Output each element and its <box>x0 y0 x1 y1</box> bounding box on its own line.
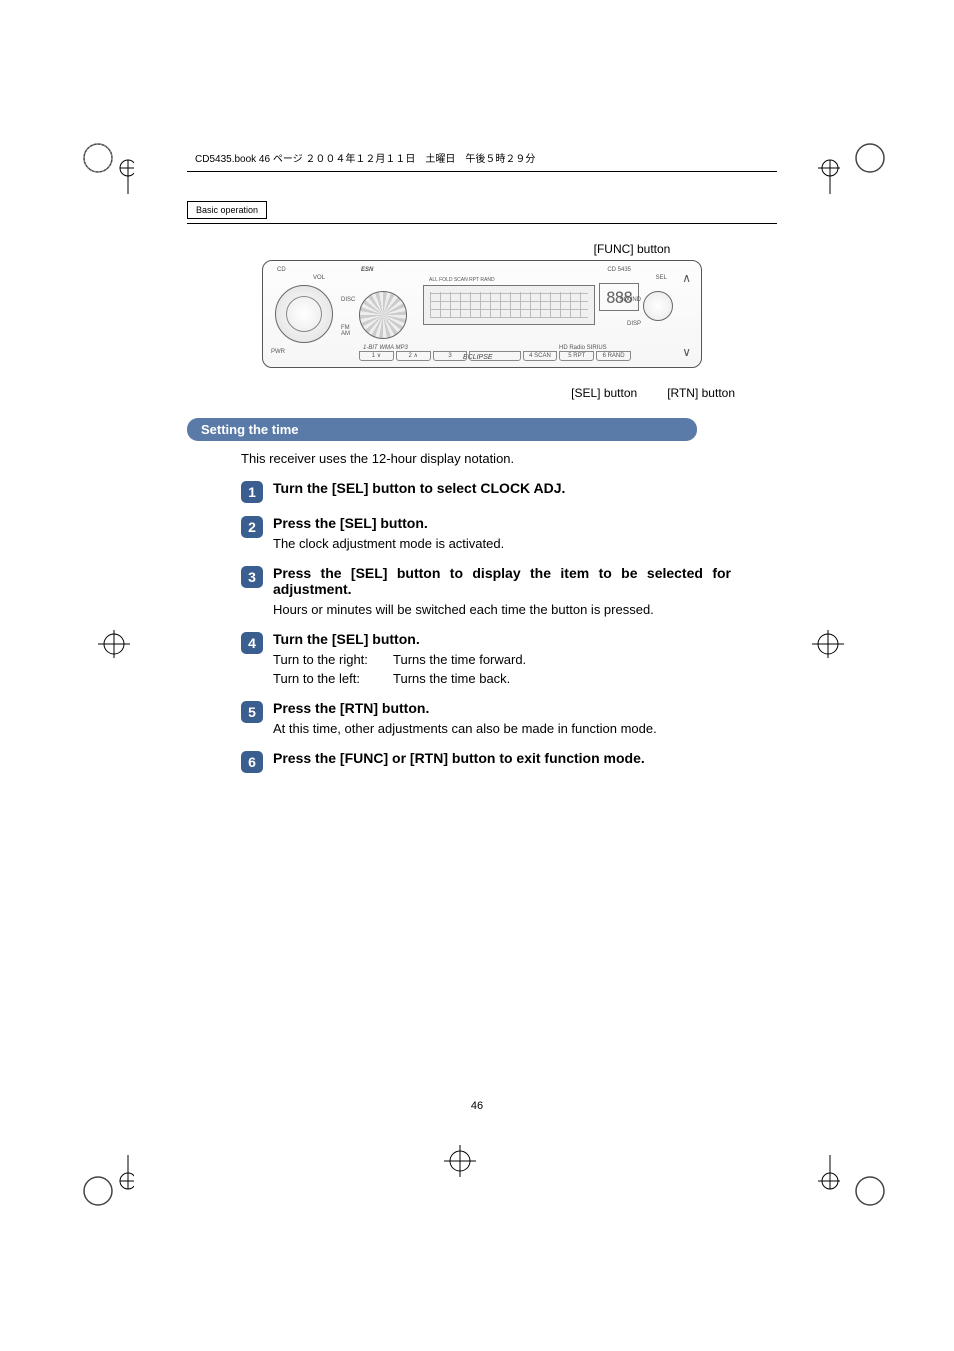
step-title: Press the [RTN] button. <box>273 700 731 716</box>
crop-mark-bc <box>440 1141 480 1181</box>
label-top-strip: ALL FOLD SCAN RPT RAND <box>429 277 495 283</box>
step-title: Press the [FUNC] or [RTN] button to exit… <box>273 750 731 766</box>
steps-list: 1 Turn the [SEL] button to select CLOCK … <box>241 480 731 773</box>
label-vol: VOL <box>313 275 325 281</box>
preset-button: 4 SCAN <box>523 351 558 361</box>
step-number-badge: 2 <box>241 516 263 538</box>
step-item: 2 Press the [SEL] button. The clock adju… <box>241 515 731 553</box>
step-title: Turn the [SEL] button. <box>273 631 731 647</box>
preset-button: 3 <box>433 351 468 361</box>
label-pwr: PWR <box>271 349 285 355</box>
step-number-badge: 5 <box>241 701 263 723</box>
label-cd: CD <box>277 267 286 273</box>
preset-button: 5 RPT <box>559 351 594 361</box>
step-number-badge: 3 <box>241 566 263 588</box>
car-stereo-illustration: CD VOL PWR DISC FM AM ESN CD 5435 ALL FO… <box>262 260 702 368</box>
section-tab: Basic operation <box>187 201 267 219</box>
label-disp: DISP <box>627 321 641 327</box>
label-sel: SEL <box>656 275 667 281</box>
step-number-badge: 6 <box>241 751 263 773</box>
section-heading: Setting the time <box>187 418 697 441</box>
crop-mark-tr <box>818 138 890 194</box>
volume-knob-icon <box>275 285 333 343</box>
step-item: 3 Press the [SEL] button to display the … <box>241 565 731 619</box>
sel-knob-icon <box>643 291 673 321</box>
section-rule <box>187 223 777 224</box>
label-sound: SOUND <box>619 297 641 303</box>
disc-icon <box>359 291 407 339</box>
step-item: 6 Press the [FUNC] or [RTN] button to ex… <box>241 750 731 773</box>
step-title: Turn the [SEL] button to select CLOCK AD… <box>273 480 731 496</box>
step-title: Press the [SEL] button to display the it… <box>273 565 731 597</box>
step-desc: Hours or minutes will be switched each t… <box>273 601 731 619</box>
book-header-line: CD5435.book 46 ページ ２００４年１２月１１日 土曜日 午後５時２… <box>187 150 777 165</box>
crop-mark-mr <box>808 624 864 664</box>
step-item: 5 Press the [RTN] button. At this time, … <box>241 700 731 738</box>
step-item: 1 Turn the [SEL] button to select CLOCK … <box>241 480 731 503</box>
intro-text: This receiver uses the 12-hour display n… <box>241 451 777 466</box>
preset-button: 6 RAND <box>596 351 631 361</box>
header-rule <box>187 171 777 172</box>
page-number: 46 <box>0 1100 954 1112</box>
preset-button <box>469 351 520 361</box>
step-number-badge: 4 <box>241 632 263 654</box>
callout-rtn: [RTN] button <box>667 386 735 400</box>
arrow-down-icon: ∨ <box>682 345 691 359</box>
callout-sel: [SEL] button <box>571 386 637 400</box>
lcd-screen <box>423 285 595 325</box>
crop-mark-ml <box>78 624 134 664</box>
step-desc: The clock adjustment mode is activated. <box>273 535 731 553</box>
label-disc: DISC <box>341 297 355 303</box>
step-desc: At this time, other adjustments can also… <box>273 720 731 738</box>
crop-mark-br <box>818 1155 890 1211</box>
step-title: Press the [SEL] button. <box>273 515 731 531</box>
label-fm-am: FM AM <box>341 325 350 337</box>
label-model: CD 5435 <box>607 267 631 273</box>
preset-button: 2 ∧ <box>396 351 431 361</box>
crop-mark-tl <box>78 138 134 194</box>
arrow-up-icon: ∧ <box>682 271 691 285</box>
preset-button: 1 ∨ <box>359 351 394 361</box>
crop-mark-bl <box>78 1155 134 1211</box>
preset-button-row: 1 ∨ 2 ∧ 3 4 SCAN 5 RPT 6 RAND <box>359 351 631 361</box>
callout-func: [FUNC] button <box>487 242 777 256</box>
step-desc: Turn to the right:Turns the time forward… <box>273 651 731 687</box>
step-item: 4 Turn the [SEL] button. Turn to the rig… <box>241 631 731 687</box>
step-number-badge: 1 <box>241 481 263 503</box>
label-brand: ESN <box>361 267 373 273</box>
